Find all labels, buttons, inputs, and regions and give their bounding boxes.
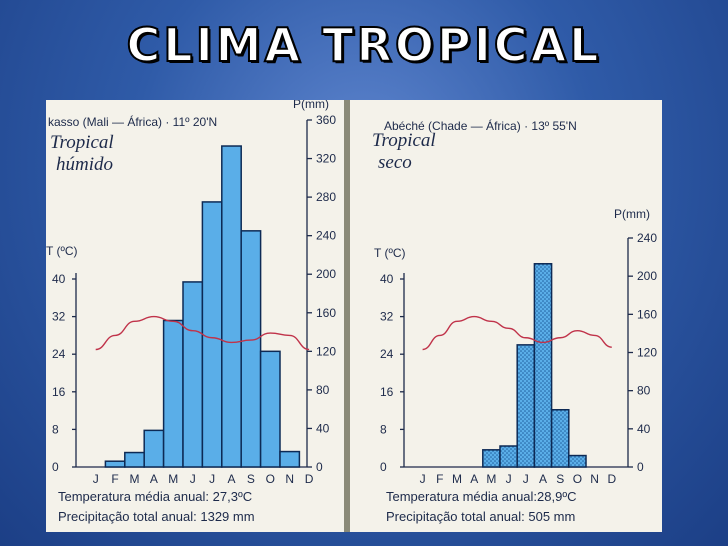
annual-temperature-text: Temperatura média anual: 27,3ºC bbox=[58, 489, 252, 504]
precip-tick-label: 0 bbox=[637, 460, 644, 474]
month-label: M bbox=[130, 472, 140, 486]
temp-axis-label: T (ºC) bbox=[374, 246, 406, 260]
temp-tick-label: 40 bbox=[52, 272, 66, 286]
temp-tick-label: 0 bbox=[380, 460, 387, 474]
temp-tick-label: 32 bbox=[52, 310, 66, 324]
precip-tick-label: 240 bbox=[316, 229, 336, 243]
precip-bar bbox=[124, 451, 145, 468]
precip-bar bbox=[279, 450, 301, 468]
temp-tick-label: 16 bbox=[52, 385, 66, 399]
temperature-line bbox=[422, 315, 612, 351]
precip-bar bbox=[162, 319, 184, 468]
temp-tick-label: 0 bbox=[52, 460, 59, 474]
precip-tick-label: 120 bbox=[316, 344, 336, 358]
temp-tick-label: 24 bbox=[52, 347, 66, 361]
month-label: D bbox=[305, 472, 314, 486]
precip-axis-label: P(mm) bbox=[614, 207, 650, 221]
slide-title: CLIMA TROPICAL bbox=[126, 17, 602, 73]
temp-tick-label: 8 bbox=[380, 422, 387, 436]
month-label: M bbox=[452, 472, 462, 486]
temperature-line bbox=[95, 315, 310, 351]
temp-tick-label: 8 bbox=[52, 422, 59, 436]
precip-tick-label: 280 bbox=[316, 190, 336, 204]
climograph-abeche: Abéché (Chade — África) · 13º 55'N Tropic… bbox=[350, 100, 662, 532]
month-label: M bbox=[486, 472, 496, 486]
temp-tick-label: 40 bbox=[380, 272, 394, 286]
panel-divider bbox=[344, 100, 350, 532]
precip-bar bbox=[143, 429, 165, 468]
precip-axis-label: P(mm) bbox=[293, 100, 329, 111]
annual-temperature-text: Temperatura média anual:28,9ºC bbox=[386, 489, 576, 504]
month-label: M bbox=[168, 472, 178, 486]
annual-precipitation-text: Precipitação total anual: 505 mm bbox=[386, 509, 575, 524]
precip-tick-label: 360 bbox=[316, 113, 336, 127]
month-label: S bbox=[556, 472, 564, 486]
annual-precipitation-text: Precipitação total anual: 1329 mm bbox=[58, 509, 255, 524]
temp-tick-label: 32 bbox=[380, 310, 394, 324]
climate-type-label: Tropical bbox=[50, 132, 114, 153]
climograph-abeche-svg: Abéché (Chade — África) · 13º 55'NTropic… bbox=[372, 118, 657, 524]
precip-bar bbox=[182, 281, 204, 468]
precip-tick-label: 120 bbox=[637, 346, 657, 360]
precip-tick-label: 240 bbox=[637, 231, 657, 245]
precip-bar bbox=[259, 350, 281, 468]
temp-tick-label: 16 bbox=[380, 385, 394, 399]
month-label: J bbox=[93, 472, 99, 486]
precip-bar bbox=[482, 449, 501, 468]
month-label: F bbox=[111, 472, 118, 486]
precip-tick-label: 40 bbox=[637, 422, 651, 436]
climate-type-label: Tropical bbox=[372, 130, 436, 151]
precip-bar bbox=[104, 460, 126, 468]
temp-tick-label: 24 bbox=[380, 347, 394, 361]
temp-axis-label: T (ºC) bbox=[46, 244, 78, 258]
month-label: J bbox=[420, 472, 426, 486]
climate-type-label: húmido bbox=[56, 154, 113, 175]
climograph-kasso: kasso (Mali — África) · 11º 20'N Tropical… bbox=[46, 100, 344, 532]
month-label: J bbox=[209, 472, 215, 486]
precip-tick-label: 320 bbox=[316, 152, 336, 166]
month-label: J bbox=[523, 472, 529, 486]
location-label: Abéché (Chade — África) · 13º 55'N bbox=[384, 118, 577, 133]
month-label: F bbox=[436, 472, 443, 486]
precip-bar bbox=[499, 445, 518, 468]
month-label: J bbox=[190, 472, 196, 486]
month-label: J bbox=[506, 472, 512, 486]
month-label: A bbox=[539, 472, 547, 486]
month-label: A bbox=[227, 472, 235, 486]
precip-bar bbox=[240, 230, 262, 468]
precip-tick-label: 80 bbox=[637, 384, 651, 398]
precip-tick-label: 160 bbox=[637, 307, 657, 321]
month-label: A bbox=[150, 472, 158, 486]
precip-bar bbox=[533, 263, 553, 468]
precip-tick-label: 160 bbox=[316, 306, 336, 320]
climograph-kasso-svg: kasso (Mali — África) · 11º 20'N Tropical… bbox=[46, 100, 336, 524]
precip-bar bbox=[550, 409, 570, 468]
month-label: S bbox=[247, 472, 255, 486]
precip-bar bbox=[221, 145, 242, 468]
month-label: O bbox=[573, 472, 582, 486]
month-label: A bbox=[470, 472, 478, 486]
precip-tick-label: 0 bbox=[316, 460, 323, 474]
climate-type-label: seco bbox=[378, 152, 412, 173]
month-label: D bbox=[607, 472, 616, 486]
precip-bar bbox=[568, 454, 587, 468]
precip-tick-label: 200 bbox=[637, 269, 657, 283]
month-label: N bbox=[590, 472, 599, 486]
precip-bar bbox=[516, 344, 536, 468]
precip-tick-label: 40 bbox=[316, 421, 330, 435]
precip-bar bbox=[201, 201, 223, 468]
month-label: O bbox=[266, 472, 275, 486]
location-label: kasso (Mali — África) · 11º 20'N bbox=[48, 114, 217, 129]
precip-tick-label: 80 bbox=[316, 383, 330, 397]
month-label: N bbox=[285, 472, 294, 486]
precip-tick-label: 200 bbox=[316, 267, 336, 281]
